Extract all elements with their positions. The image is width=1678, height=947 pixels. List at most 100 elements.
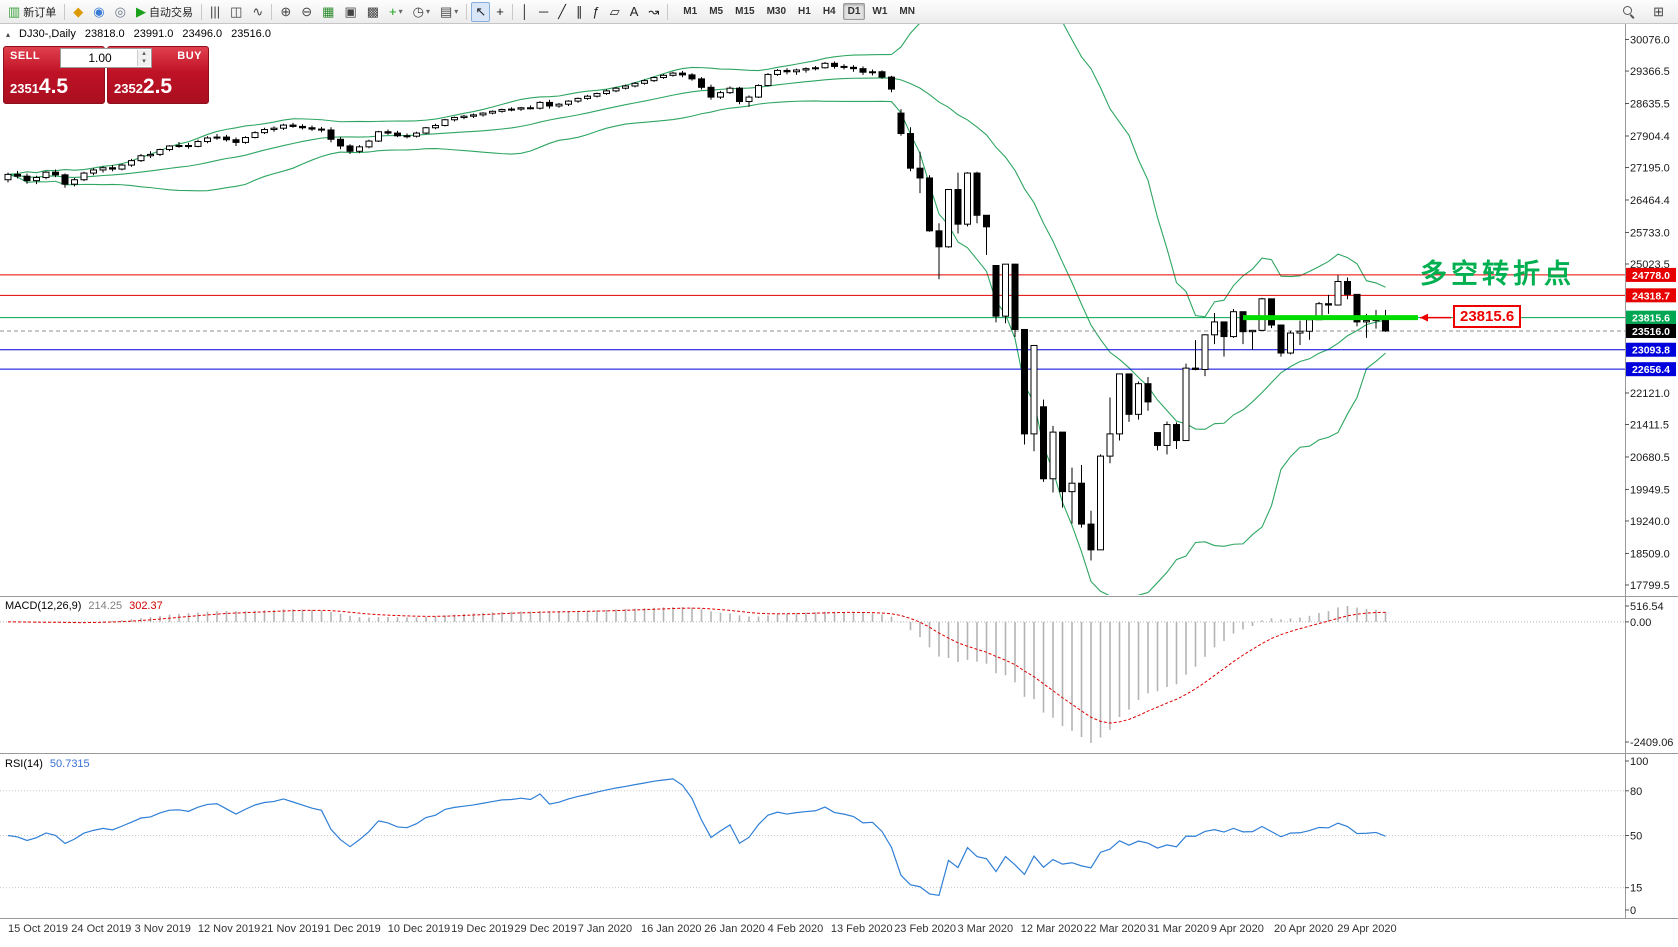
macd-main-value: 214.25 (88, 600, 123, 612)
market-button[interactable]: ◆ (69, 2, 87, 22)
timeframe-h4-button[interactable]: H4 (822, 6, 836, 17)
dropdown-arrow-icon[interactable]: ▾ (398, 7, 403, 16)
macd-signal-value: 302.37 (129, 600, 163, 612)
dropdown-arrow-icon[interactable]: ▾ (425, 7, 430, 16)
macd-panel[interactable]: 516.54 0.00 -2409.06 (0, 601, 1673, 749)
svg-text:12 Mar 2020: 12 Mar 2020 (1021, 923, 1083, 935)
cascade-windows-icon: ▩ (366, 4, 380, 19)
horizontal-line-button[interactable]: ─ (535, 2, 552, 22)
spin-up-icon[interactable]: ▴ (138, 50, 150, 58)
bollinger-lower-band (7, 100, 1386, 595)
candlestick-button[interactable]: ◫ (226, 2, 246, 22)
volume-input[interactable]: 1.00 ▴ ▾ (60, 48, 152, 68)
line-chart-button[interactable]: ∿ (248, 2, 267, 22)
buy-label: BUY (177, 50, 202, 62)
new-order-button[interactable]: ▥ 新订单 (4, 2, 60, 22)
svg-text:25733.0: 25733.0 (1630, 227, 1670, 239)
sell-price-big: 4.5 (38, 75, 69, 98)
date-axis[interactable]: 15 Oct 2019 24 Oct 2019 3 Nov 2019 12 Nov 2… (8, 923, 1397, 935)
fibonacci-button[interactable]: ƒ (588, 2, 603, 22)
svg-text:0.00: 0.00 (1630, 617, 1651, 629)
buy-price-small: 2352 (114, 81, 143, 96)
price-tag (1626, 342, 1676, 357)
macd-name: MACD(12,26,9) (5, 600, 82, 612)
text-icon: A (629, 4, 639, 19)
vertical-line-button[interactable]: │ (517, 2, 533, 22)
dropdown-arrow-icon[interactable]: ▾ (454, 7, 459, 16)
cursor-icon: ↖ (475, 4, 487, 19)
autotrading-button[interactable]: ▶ 自动交易 (132, 2, 197, 22)
fibonacci-icon: ƒ (592, 4, 600, 19)
svg-text:27195.0: 27195.0 (1630, 163, 1670, 175)
price-tag (1626, 362, 1676, 377)
svg-text:100: 100 (1630, 756, 1648, 768)
svg-text:30076.0: 30076.0 (1630, 35, 1670, 47)
svg-text:24 Oct 2019: 24 Oct 2019 (71, 923, 131, 935)
zoom-in-button[interactable]: ⊕ (276, 2, 295, 22)
periods-icon: ◷ (412, 4, 424, 19)
bollinger-middle-band (7, 77, 1386, 430)
search-button[interactable] (1619, 2, 1639, 22)
channel-button[interactable]: ∥ (572, 2, 587, 22)
volume-spinner[interactable]: ▴ ▾ (137, 50, 150, 66)
community-button[interactable]: ◉ (89, 2, 108, 22)
timeframe-mn-button[interactable]: MN (899, 6, 915, 17)
timeframe-m30-button[interactable]: M30 (766, 6, 787, 17)
vps-button[interactable]: ◎ (111, 2, 130, 22)
indicators-button[interactable]: + ▾ (385, 2, 407, 22)
timeframe-d1-button[interactable]: D1 (842, 3, 866, 20)
spin-down-icon[interactable]: ▾ (138, 58, 150, 66)
buy-price-big: 2.5 (142, 75, 173, 98)
main-chart-area[interactable] (0, 0, 1625, 600)
svg-text:10 Dec 2019: 10 Dec 2019 (388, 923, 450, 935)
svg-text:24318.7: 24318.7 (1632, 290, 1670, 302)
timeframe-w1-button[interactable]: W1 (872, 6, 888, 17)
timeframe-m1-button[interactable]: M1 (683, 6, 698, 17)
collapse-icon[interactable]: ▴ (6, 29, 11, 39)
macd-signal-line (7, 607, 1386, 724)
templates-icon: ▤ (440, 4, 453, 19)
tile-windows-button[interactable]: ▦ (318, 2, 338, 22)
arrows-button[interactable]: ↝ (644, 2, 663, 22)
templates-button[interactable]: ▤ ▾ (436, 2, 462, 22)
rsi-panel[interactable]: 100 80 50 15 0 (0, 756, 1648, 917)
vertical-line-icon: │ (520, 4, 529, 19)
shapes-button[interactable]: ▱ (606, 2, 624, 22)
price-axis[interactable]: 30076.0 29366.5 28635.5 27904.4 27195.0 26464… (1625, 35, 1676, 592)
svg-text:21 Nov 2019: 21 Nov 2019 (261, 923, 323, 935)
zoom-in-icon: ⊕ (280, 4, 292, 19)
macd-histogram (16, 606, 1387, 743)
svg-text:23 Feb 2020: 23 Feb 2020 (894, 923, 956, 935)
zoom-out-button[interactable]: ⊖ (297, 2, 316, 22)
svg-text:3 Nov 2019: 3 Nov 2019 (135, 923, 191, 935)
cascade-windows-button[interactable]: ▩ (363, 2, 383, 22)
bar-chart-button[interactable]: ||| (206, 2, 224, 22)
horizontal-level-lines[interactable] (0, 274, 1625, 370)
toolbar-separator (667, 3, 669, 20)
crosshair-icon: + (496, 4, 504, 19)
timeframe-m5-button[interactable]: M5 (709, 6, 724, 17)
new-chart-button[interactable]: ⊞ (1649, 2, 1668, 22)
timeframe-m15-button[interactable]: M15 (735, 6, 755, 17)
arrange-windows-icon: ▣ (344, 4, 357, 19)
svg-text:4 Feb 2020: 4 Feb 2020 (768, 923, 824, 935)
text-button[interactable]: A (626, 2, 643, 22)
cursor-button[interactable]: ↖ (471, 1, 491, 22)
timeframe-h1-button[interactable]: H1 (798, 6, 811, 17)
svg-text:23815.6: 23815.6 (1632, 313, 1670, 325)
toolbar-separator (64, 3, 66, 20)
rsi-indicator-label: RSI(14) 50.7315 (5, 758, 90, 770)
arrange-windows-button[interactable]: ▣ (340, 2, 360, 22)
sell-label: SELL (10, 50, 41, 62)
trendline-button[interactable]: ╱ (554, 2, 570, 22)
price-tag (1626, 323, 1676, 338)
crosshair-button[interactable]: + (492, 2, 508, 22)
svg-text:31 Mar 2020: 31 Mar 2020 (1147, 923, 1209, 935)
buy-price: 23522.5 (114, 75, 172, 99)
svg-text:29366.5: 29366.5 (1630, 66, 1670, 78)
svg-text:26 Jan 2020: 26 Jan 2020 (704, 923, 765, 935)
periods-button[interactable]: ◷ ▾ (409, 2, 434, 22)
svg-text:0: 0 (1630, 905, 1636, 917)
